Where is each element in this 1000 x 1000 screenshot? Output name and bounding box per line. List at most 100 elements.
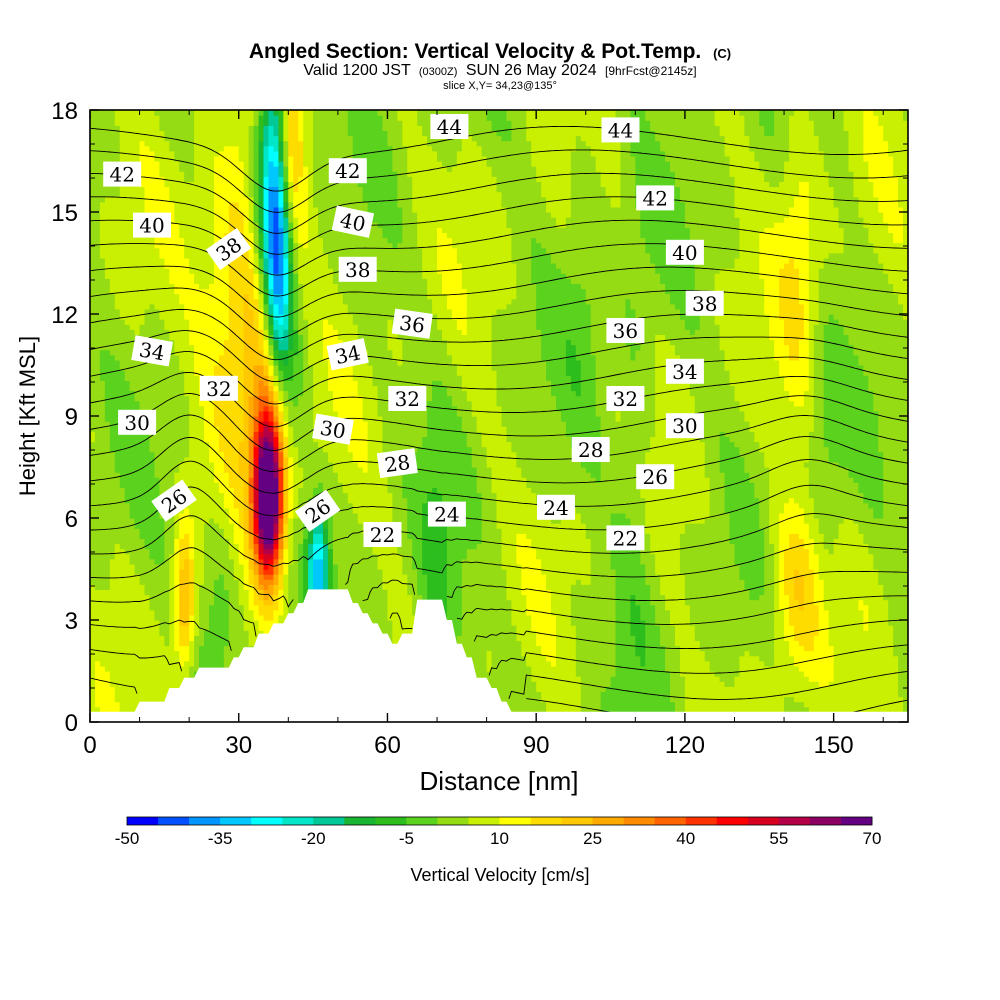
velocity-cell bbox=[189, 212, 195, 218]
velocity-cell bbox=[268, 528, 275, 534]
velocity-cell bbox=[233, 319, 240, 325]
velocity-cell bbox=[90, 461, 96, 468]
velocity-cell bbox=[109, 681, 116, 687]
velocity-cell bbox=[278, 283, 284, 290]
velocity-cell bbox=[194, 405, 200, 412]
velocity-cell bbox=[208, 206, 215, 213]
velocity-cell bbox=[213, 354, 220, 361]
velocity-cell bbox=[169, 370, 175, 376]
velocity-cell bbox=[208, 349, 215, 356]
velocity-cell bbox=[134, 681, 141, 687]
velocity-cell bbox=[293, 477, 299, 483]
velocity-cell bbox=[119, 242, 126, 249]
velocity-cell bbox=[283, 589, 289, 596]
velocity-cell bbox=[208, 461, 215, 468]
velocity-cell bbox=[124, 130, 131, 137]
velocity-cell bbox=[154, 630, 161, 636]
velocity-cell bbox=[288, 405, 294, 412]
velocity-cell bbox=[288, 263, 294, 269]
velocity-cell bbox=[114, 145, 121, 152]
velocity-cell bbox=[273, 206, 279, 213]
velocity-cell bbox=[293, 380, 299, 386]
velocity-cell bbox=[144, 691, 151, 698]
velocity-cell bbox=[139, 140, 146, 147]
velocity-cell bbox=[233, 212, 240, 218]
velocity-cell bbox=[288, 161, 294, 167]
velocity-cell bbox=[263, 630, 270, 636]
velocity-cell bbox=[278, 620, 284, 626]
velocity-cell bbox=[174, 441, 180, 448]
velocity-cell bbox=[208, 370, 215, 376]
velocity-cell bbox=[154, 176, 161, 182]
velocity-cell bbox=[184, 263, 190, 269]
velocity-cell bbox=[233, 426, 240, 432]
velocity-cell bbox=[90, 584, 96, 590]
velocity-cell bbox=[99, 359, 106, 366]
velocity-cell bbox=[218, 227, 225, 233]
velocity-cell bbox=[144, 579, 151, 585]
velocity-cell bbox=[94, 242, 101, 249]
velocity-cell bbox=[134, 676, 141, 682]
velocity-cell bbox=[218, 303, 225, 310]
velocity-cell bbox=[199, 563, 205, 570]
velocity-cell bbox=[208, 115, 215, 121]
velocity-cell bbox=[164, 635, 170, 641]
velocity-cell bbox=[144, 186, 151, 193]
velocity-cell bbox=[144, 533, 151, 539]
velocity-cell bbox=[119, 482, 126, 488]
velocity-cell bbox=[164, 548, 170, 555]
velocity-cell bbox=[204, 303, 210, 310]
velocity-cell bbox=[99, 563, 106, 570]
velocity-cell bbox=[204, 349, 210, 356]
velocity-cell bbox=[248, 416, 255, 422]
velocity-cell bbox=[199, 130, 205, 137]
velocity-cell bbox=[199, 589, 205, 596]
velocity-cell bbox=[169, 614, 175, 621]
velocity-cell bbox=[218, 370, 225, 376]
velocity-cell bbox=[119, 257, 126, 264]
velocity-cell bbox=[263, 548, 270, 555]
velocity-cell bbox=[144, 375, 151, 381]
velocity-cell bbox=[124, 201, 131, 208]
velocity-cell bbox=[228, 421, 235, 427]
velocity-cell bbox=[99, 410, 106, 417]
velocity-cell bbox=[129, 701, 136, 708]
velocity-cell bbox=[119, 135, 126, 142]
velocity-cell bbox=[228, 589, 235, 596]
velocity-cell bbox=[104, 538, 111, 545]
velocity-cell bbox=[144, 614, 151, 621]
velocity-cell bbox=[154, 543, 161, 550]
velocity-cell bbox=[263, 620, 270, 626]
velocity-cell bbox=[149, 569, 156, 575]
velocity-cell bbox=[139, 237, 146, 244]
velocity-cell bbox=[268, 614, 275, 621]
velocity-cell bbox=[194, 283, 200, 290]
velocity-cell bbox=[213, 594, 220, 601]
velocity-cell bbox=[253, 620, 260, 626]
velocity-cell bbox=[144, 696, 151, 703]
velocity-cell bbox=[283, 599, 289, 606]
velocity-cell bbox=[278, 599, 284, 606]
velocity-cell bbox=[104, 257, 111, 264]
velocity-cell bbox=[174, 645, 180, 652]
velocity-cell bbox=[134, 145, 141, 152]
velocity-cell bbox=[273, 569, 279, 575]
velocity-cell bbox=[189, 563, 195, 570]
velocity-cell bbox=[149, 181, 156, 188]
velocity-cell bbox=[134, 538, 141, 545]
velocity-cell bbox=[90, 614, 96, 621]
velocity-cell bbox=[184, 548, 190, 555]
velocity-cell bbox=[159, 390, 165, 397]
velocity-cell bbox=[278, 441, 284, 448]
velocity-cell bbox=[243, 263, 250, 269]
velocity-cell bbox=[99, 502, 106, 509]
velocity-cell bbox=[124, 507, 131, 514]
velocity-cell bbox=[139, 298, 146, 305]
velocity-cell bbox=[124, 625, 131, 631]
velocity-cell bbox=[223, 171, 230, 177]
velocity-cell bbox=[204, 171, 210, 177]
velocity-cell bbox=[218, 630, 225, 636]
velocity-cell bbox=[189, 599, 195, 606]
velocity-cell bbox=[144, 625, 151, 631]
velocity-cell bbox=[169, 247, 175, 254]
